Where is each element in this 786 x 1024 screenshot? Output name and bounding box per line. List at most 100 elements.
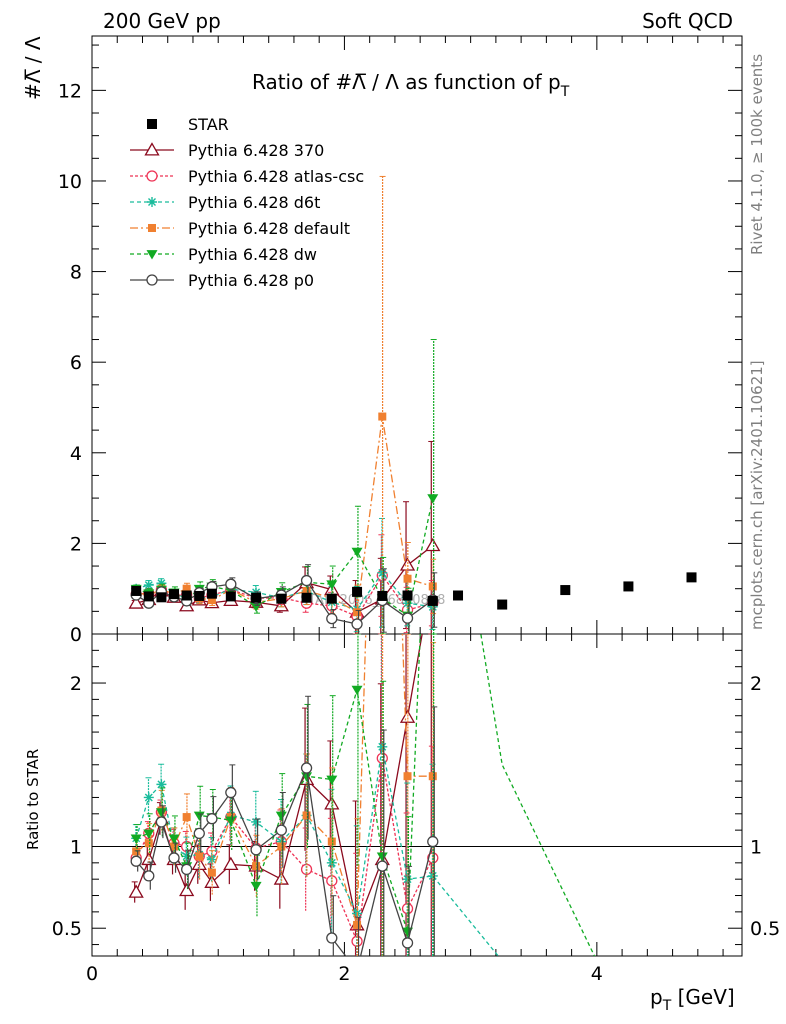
- ratio-point-d6t: [251, 816, 262, 827]
- ratio-point-p0: [168, 852, 180, 864]
- ratio-point-dw: [168, 834, 180, 844]
- ratio-line-370: [135, 634, 423, 928]
- series-line-dw: [135, 497, 434, 617]
- x-tick-label: 4: [591, 963, 603, 985]
- legend-label-d6t: Pythia 6.428 d6t: [188, 193, 320, 212]
- star-data-point: [326, 593, 337, 604]
- ratio-point-p0: [427, 835, 439, 848]
- point-p0: [326, 612, 338, 625]
- ratio-point-dw: [130, 834, 142, 844]
- star-data-point: [453, 590, 464, 601]
- point-370: [399, 557, 416, 571]
- ratio-point-370: [223, 856, 239, 870]
- y-axis-label-bottom: Ratio to STAR: [24, 749, 42, 850]
- point-dw: [326, 580, 338, 590]
- star-data-point: [497, 599, 508, 610]
- star-data-point: [225, 591, 236, 602]
- ratio-point-p0: [376, 860, 388, 872]
- ratio-point-p0: [352, 966, 362, 976]
- ratio-point-default: [302, 811, 311, 820]
- x-tick-label: 2: [338, 963, 350, 985]
- star-data-point: [251, 592, 262, 603]
- legend-marker-default: [148, 224, 156, 232]
- series-line-p0: [135, 579, 434, 625]
- star-data-point: [402, 590, 413, 601]
- ratio-point-p0: [193, 827, 205, 840]
- ratio-point-p0: [143, 870, 155, 882]
- point-default: [378, 412, 387, 421]
- star-data-point: [194, 590, 205, 601]
- legend-marker-d6t: [147, 197, 157, 207]
- point-dw: [250, 602, 262, 612]
- point-p0: [351, 618, 363, 630]
- point-p0: [225, 578, 237, 590]
- point-p0: [401, 612, 414, 624]
- point-d6t: [402, 598, 413, 609]
- star-data-point: [427, 595, 438, 606]
- point-dw: [351, 547, 363, 558]
- point-370: [425, 537, 441, 552]
- ratio-y-tick-label: 1: [70, 836, 82, 858]
- y-tick-label: 2: [70, 533, 82, 555]
- star-data-point: [156, 592, 167, 603]
- ratio-point-d6t: [156, 779, 167, 790]
- side-text-mcplots: mcplots.cern.ch [arXiv:2401.10621]: [748, 360, 766, 630]
- ratio-point-default: [144, 839, 153, 848]
- ratio-point-dw: [143, 829, 155, 839]
- ratio-point-default: [403, 772, 412, 781]
- ratio-point-p0: [130, 855, 142, 867]
- x-tick-label: 0: [86, 963, 98, 985]
- ratio-point-d6t: [377, 741, 388, 752]
- ratio-point-p0: [155, 816, 168, 828]
- ratio-point-dw: [351, 685, 363, 696]
- star-data-point: [352, 586, 363, 597]
- ratio-point-default: [195, 852, 204, 861]
- legend-marker-star: [147, 119, 157, 129]
- star-data-point: [686, 572, 697, 583]
- ratio-y-tick-label-right: 0.5: [750, 918, 780, 940]
- y-axis-label-top: #Λ̅ / Λ: [21, 36, 45, 100]
- ratio-point-d6t: [181, 851, 192, 862]
- legend-marker-atlas-csc: [146, 170, 158, 182]
- ratio-point-p0: [206, 813, 218, 825]
- ratio-point-370: [179, 882, 195, 897]
- ratio-point-p0: [300, 762, 313, 774]
- legend-label-star: STAR: [188, 115, 229, 134]
- ratio-y-tick-label-right: 2: [750, 673, 762, 695]
- ratio-point-dw: [427, 336, 438, 345]
- legend-label-370: Pythia 6.428 370: [188, 141, 324, 160]
- star-data-point: [377, 590, 388, 601]
- y-tick-label: 4: [70, 443, 82, 465]
- legend-label-default: Pythia 6.428 default: [188, 219, 350, 238]
- star-data-point: [623, 581, 634, 592]
- ratio-point-dw: [193, 811, 205, 821]
- ratio-point-p0: [225, 786, 237, 799]
- ratio-plot-frame: [91, 633, 743, 957]
- ratio-y-tick-label-right: 1: [750, 836, 762, 858]
- y-tick-label: 10: [58, 171, 82, 193]
- point-default: [353, 608, 362, 617]
- point-370: [128, 595, 144, 609]
- ratio-point-default: [207, 868, 216, 877]
- y-tick-label: 8: [70, 262, 82, 284]
- ratio-point-d6t: [206, 854, 217, 865]
- side-text-rivet: Rivet 4.1.0, ≥ 100k events: [748, 54, 766, 255]
- legend-marker-370: [144, 142, 160, 156]
- ratio-line-p0: [135, 765, 434, 956]
- ratio-point-p0: [401, 937, 414, 949]
- ratio-point-p0: [250, 844, 262, 856]
- ratio-point-dw: [326, 775, 338, 785]
- ratio-point-d6t: [143, 792, 154, 803]
- point-default: [207, 596, 216, 605]
- ratio-point-p0: [181, 863, 193, 876]
- star-data-point: [276, 593, 287, 604]
- ratio-line-default: [135, 634, 433, 926]
- ratio-point-p0: [326, 932, 338, 944]
- point-default: [182, 584, 191, 593]
- ratio-point-d6t: [402, 874, 413, 885]
- ratio-point-dw: [376, 852, 388, 862]
- ratio-line-atlas-csc: [135, 758, 434, 944]
- bottom-series: [128, 336, 596, 976]
- ratio-point-default: [327, 837, 336, 846]
- ratio-y-tick-label: 0.5: [52, 918, 82, 940]
